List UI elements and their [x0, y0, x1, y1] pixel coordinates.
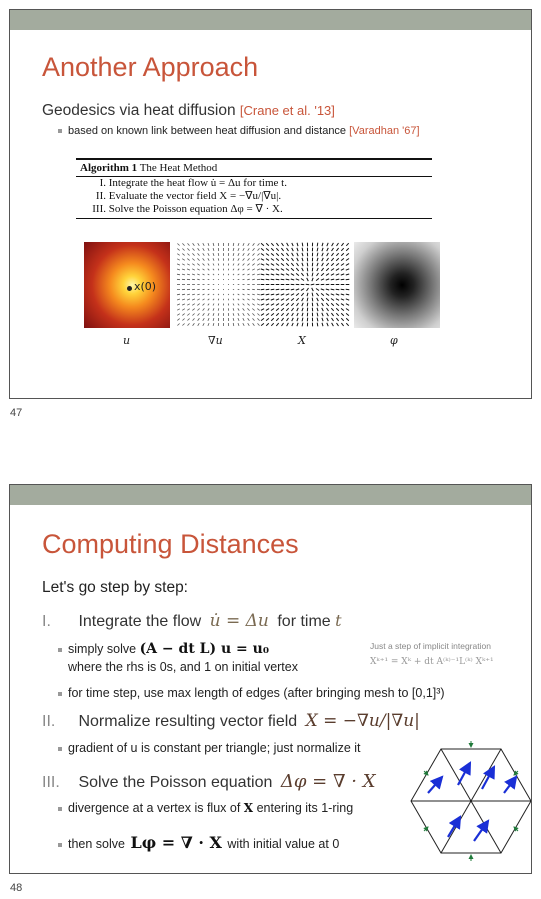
step-text: Solve the Poisson equation Δφ = ∇ · X.: [108, 203, 283, 215]
intro-text: Let's go step by step:: [42, 579, 188, 596]
bullet-marker: [58, 842, 62, 847]
slide-47: Another Approach Geodesics via heat diff…: [9, 9, 532, 399]
subtitle-text: Geodesics via heat diffusion: [42, 102, 236, 119]
step-3: III. Solve the Poisson equation Δφ = ∇ ·…: [42, 771, 376, 792]
step-number: III.: [42, 774, 60, 791]
step-1-bullet-2: for time step, use max length of edges (…: [58, 686, 445, 700]
step-text: Solve the Poisson equation: [78, 774, 273, 791]
step-number: II.: [95, 190, 106, 202]
bullet-suffix: entering its 1-ring: [256, 801, 354, 815]
step-text: Integrate the heat flow u̇ = Δu for time…: [108, 177, 287, 189]
bullet-marker: [58, 129, 62, 134]
algorithm-header: Algorithm 1 The Heat Method: [76, 160, 432, 176]
step-formula: X = −∇u/|∇u|: [305, 711, 420, 731]
bullet-citation: [Varadhan '67]: [349, 125, 420, 137]
bullet-text: gradient of u is constant per triangle; …: [68, 741, 361, 755]
page-number: 48: [10, 882, 23, 894]
step-1: I. Integrate the flow u̇ = Δu for time t: [42, 611, 342, 631]
step-formula: Δφ = ∇ · X: [280, 771, 376, 792]
bullet-marker: [58, 647, 62, 652]
slide-title: Computing Distances: [42, 529, 299, 559]
step-number: II.: [42, 713, 56, 730]
slide-header-bar: [10, 485, 531, 505]
step-suffix: for time: [277, 613, 331, 630]
algorithm-step: II. Evaluate the vector field X = −∇u/|∇…: [76, 190, 432, 203]
step-number: III.: [92, 203, 106, 215]
bullet-text: divergence at a vertex is flux of: [68, 801, 241, 815]
subtitle-citation: [Crane et al. '13]: [239, 103, 335, 118]
step-text: Evaluate the vector field X = −∇u/|∇u|.: [108, 190, 282, 202]
step-3-bullet-2: then solve Lφ = ∇ · X with initial value…: [58, 833, 339, 852]
source-point-label: x(0): [134, 280, 157, 293]
page-number: 47: [10, 407, 23, 419]
step-2: II. Normalize resulting vector field X =…: [42, 711, 420, 731]
bullet-var: X: [243, 801, 254, 815]
bullet-suffix: with initial value at 0: [227, 837, 340, 851]
gradient-field-image: [176, 242, 261, 327]
distance-image: [354, 242, 440, 328]
step-2-bullet: gradient of u is constant per triangle; …: [58, 741, 361, 755]
subtitle: Geodesics via heat diffusion [Crane et a…: [42, 102, 335, 120]
step-formula: u̇ = Δu: [209, 611, 269, 631]
bullet-prefix: then solve: [68, 837, 125, 851]
algorithm-label: Algorithm 1: [80, 162, 138, 174]
bullet-text: simply solve: [68, 642, 137, 656]
vector-field-image: [260, 242, 350, 327]
bullet-marker: [58, 746, 62, 751]
step-var: t: [335, 611, 342, 630]
algorithm-rule: [76, 218, 432, 219]
slide-title: Another Approach: [42, 52, 259, 82]
bullet-formula: Lφ = ∇ · X: [130, 833, 222, 852]
bullet-text: based on known link between heat diffusi…: [68, 125, 347, 137]
caption-grad-u: ∇u: [208, 334, 223, 347]
algorithm-step: I. Integrate the heat flow u̇ = Δu for t…: [76, 177, 432, 190]
slide-header-bar: [10, 10, 531, 30]
step-text: Integrate the flow: [78, 613, 202, 630]
step-1-bullet-line2: where the rhs is 0s, and 1 on initial ve…: [68, 660, 298, 674]
caption-phi: φ: [390, 334, 398, 347]
side-note-title: Just a step of implicit integration: [370, 641, 491, 651]
step-number: I.: [42, 613, 51, 630]
algorithm-title: The Heat Method: [139, 162, 218, 174]
step-number: I.: [99, 177, 106, 189]
hexagon-one-ring-diagram: [410, 741, 531, 861]
algorithm-rule: [76, 158, 432, 160]
heat-image: x(0): [84, 242, 170, 328]
caption-x: X: [298, 334, 306, 347]
algorithm-step: III. Solve the Poisson equation Δφ = ∇ ·…: [76, 203, 432, 218]
bullet-text: for time step, use max length of edges (…: [68, 686, 445, 700]
slide-48: Computing Distances Let's go step by ste…: [9, 484, 532, 874]
step-3-bullet: divergence at a vertex is flux of X ente…: [58, 801, 353, 815]
algorithm-rule: [76, 176, 432, 177]
step-1-bullet: simply solve (A − dt L) u = u₀: [58, 641, 269, 657]
bullet-marker: [58, 691, 62, 696]
caption-u: u: [123, 334, 131, 347]
bullet-marker: [58, 806, 62, 811]
bullet: based on known link between heat diffusi…: [58, 125, 420, 137]
algorithm-box: Algorithm 1 The Heat Method I. Integrate…: [76, 158, 432, 219]
step-text: Normalize resulting vector field: [78, 713, 298, 730]
bullet-formula: (A − dt L) u = u₀: [139, 641, 269, 657]
source-point-icon: [127, 286, 132, 291]
side-note-formula: Xᵏ⁺¹ = Xᵏ + dt A⁽ᵏ⁾⁻¹L⁽ᵏ⁾ Xᵏ⁺¹: [370, 657, 494, 667]
